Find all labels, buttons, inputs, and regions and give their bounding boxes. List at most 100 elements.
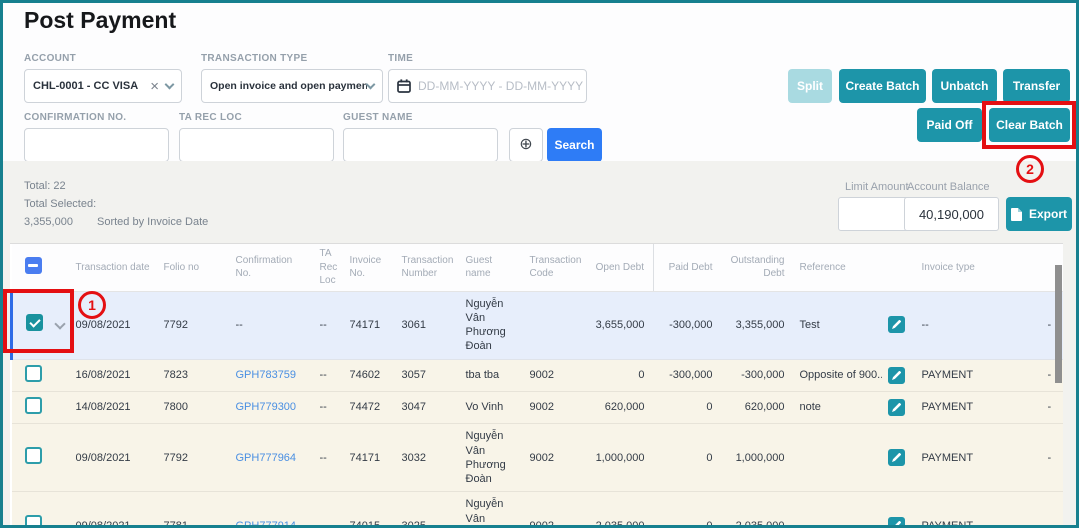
pencil-icon [891,402,901,412]
split-button[interactable]: Split [788,69,832,103]
account-value: CHL-0001 - CC VISA [33,80,139,92]
cell-ta-rec-loc: -- [319,318,327,331]
cell-transaction-number: 3061 [401,318,426,331]
guest-name-input[interactable] [352,129,489,161]
cell-select [12,391,50,423]
edit-reference-button[interactable] [887,517,905,525]
annotation-box-2 [982,101,1076,149]
cell-transaction-number: 3025 [401,519,426,527]
pencil-icon [891,370,901,380]
edit-reference-button[interactable] [887,449,905,467]
time-placeholder: DD-MM-YYYY - DD-MM-YYYY [418,79,584,93]
table-header-row: Transaction date Folio no Confirmation N… [11,244,1063,292]
ta-rec-loc-input[interactable] [188,129,325,161]
export-button[interactable]: Export [1006,197,1072,231]
cell-outstanding-debt: 3,355,000 [735,318,785,331]
table-row[interactable]: 09/08/2021 7781 GPH777914 -- 74015 3025 Nguyễn… [11,491,1063,527]
confirmation-link[interactable]: GPH783759 [235,369,297,382]
add-filter-button[interactable]: ⊕ [509,128,543,162]
account-label: ACCOUNT [24,53,77,64]
cell-confirmation-no: GPH777914 [230,492,314,527]
create-batch-button[interactable]: Create Batch [839,69,926,103]
clear-account-icon[interactable]: × [150,77,159,95]
cell-transaction-code: 9002 [529,519,554,527]
cell-edit [882,291,916,359]
table-row[interactable]: 16/08/2021 7823 GPH783759 -- 74602 3057 tba tb… [11,359,1063,392]
row-checkbox[interactable] [24,364,42,382]
col-open-debt: Open Debt [573,244,654,292]
cell-ta-rec-loc: -- [319,401,327,414]
cell-invoice-no: 74171 [349,318,381,331]
search-button[interactable]: Search [547,128,602,162]
confirmation-no-input[interactable] [33,129,160,161]
row-checkbox[interactable] [24,396,42,414]
cell-guest-name: Nguyễn Vân Phương Đoàn [465,430,506,486]
cell-transaction-code: 9002 [529,451,554,464]
row-checkbox[interactable] [24,515,42,525]
cell-transaction-number: 3057 [401,369,426,382]
col-paid-debt: Paid Debt [653,244,722,292]
page-title: Post Payment [24,7,177,33]
col-ta-rec-loc: TA Rec Loc [313,244,344,292]
cell-reference [794,492,882,525]
total-selected-value: 3,355,000 [24,216,73,228]
cell-confirmation-no: GPH779300 [230,391,314,423]
cell-transaction-code: 9002 [529,369,554,382]
cell-open-debt: 1,000,000 [595,451,645,464]
edit-reference-button[interactable] [887,366,905,384]
cell-transaction-date: 09/08/2021 [75,519,131,527]
cell-select [12,359,50,391]
table-row[interactable]: 09/08/2021 7792 -- -- 74171 3061 Nguyễn Vân Ph… [10,291,1063,360]
cell-edit [882,391,916,423]
cell-ta-rec-loc: -- [319,451,327,464]
confirmation-link[interactable]: GPH777964 [235,451,297,464]
cell-expander [50,424,70,492]
unbatch-button[interactable]: Unbatch [932,69,997,103]
vertical-scrollbar-thumb[interactable] [1055,265,1062,383]
transfer-button[interactable]: Transfer [1003,69,1070,103]
select-all-checkbox[interactable] [24,256,42,274]
cell-transaction-date: 16/08/2021 [75,369,131,382]
document-icon [1010,207,1022,221]
confirmation-no-label: CONFIRMATION NO. [24,112,127,123]
calendar-icon[interactable] [397,79,411,93]
cell-expander [50,359,70,391]
row-checkbox[interactable] [26,314,43,332]
cell-transaction-date: 14/08/2021 [75,401,131,414]
cell-guest-name: tba tba [465,369,500,382]
cell-transaction-number: 3032 [401,451,426,464]
cell-folio-no: 7800 [163,401,188,414]
cell-outstanding-debt: 620,000 [744,401,785,414]
chevron-down-icon[interactable] [365,79,376,89]
clear-batch-button[interactable]: Clear Batch [989,108,1070,142]
confirmation-link[interactable]: GPH779300 [235,401,297,414]
col-invoice-type: Invoice type [915,244,1042,292]
edit-reference-button[interactable] [887,398,905,416]
table-row[interactable]: 14/08/2021 7800 GPH779300 -- 74472 3047 Vo Vin… [11,391,1063,424]
cell-reference [794,424,882,492]
cell-ta-rec-loc: -- [319,519,327,527]
paid-off-button[interactable]: Paid Off [917,108,982,142]
time-range-input[interactable]: DD-MM-YYYY - DD-MM-YYYY [388,69,587,103]
transaction-type-select[interactable]: Open invoice and open payment [201,69,383,103]
chevron-down-icon[interactable] [164,79,175,89]
table-row[interactable]: 09/08/2021 7792 GPH777964 -- 74171 3032 Nguyễn… [11,423,1063,492]
cell-guest-name: Nguyễn Vân Phương Đoàn [465,297,506,353]
guest-name-label: GUEST NAME [343,112,413,123]
cell-reference: Test [799,318,820,331]
cell-invoice-no: 74015 [349,519,381,527]
cell-open-debt: 620,000 [604,401,645,414]
cell-outstanding-debt: -300,000 [741,369,785,382]
ta-rec-loc-label: TA REC LOC [179,112,242,123]
account-select[interactable]: CHL-0001 - CC VISA × [24,69,182,103]
annotation-step-1: 1 [78,291,106,319]
cell-invoice-type: PAYMENT [921,451,974,464]
limit-amount-input[interactable] [839,206,924,222]
cell-expander [50,492,70,525]
annotation-step-2: 2 [1016,155,1044,183]
row-checkbox[interactable] [24,447,42,465]
cell-extra: - [1047,318,1052,331]
cell-paid-debt: 0 [706,451,713,464]
edit-reference-button[interactable] [887,316,905,334]
confirmation-link[interactable]: GPH777914 [235,519,297,527]
